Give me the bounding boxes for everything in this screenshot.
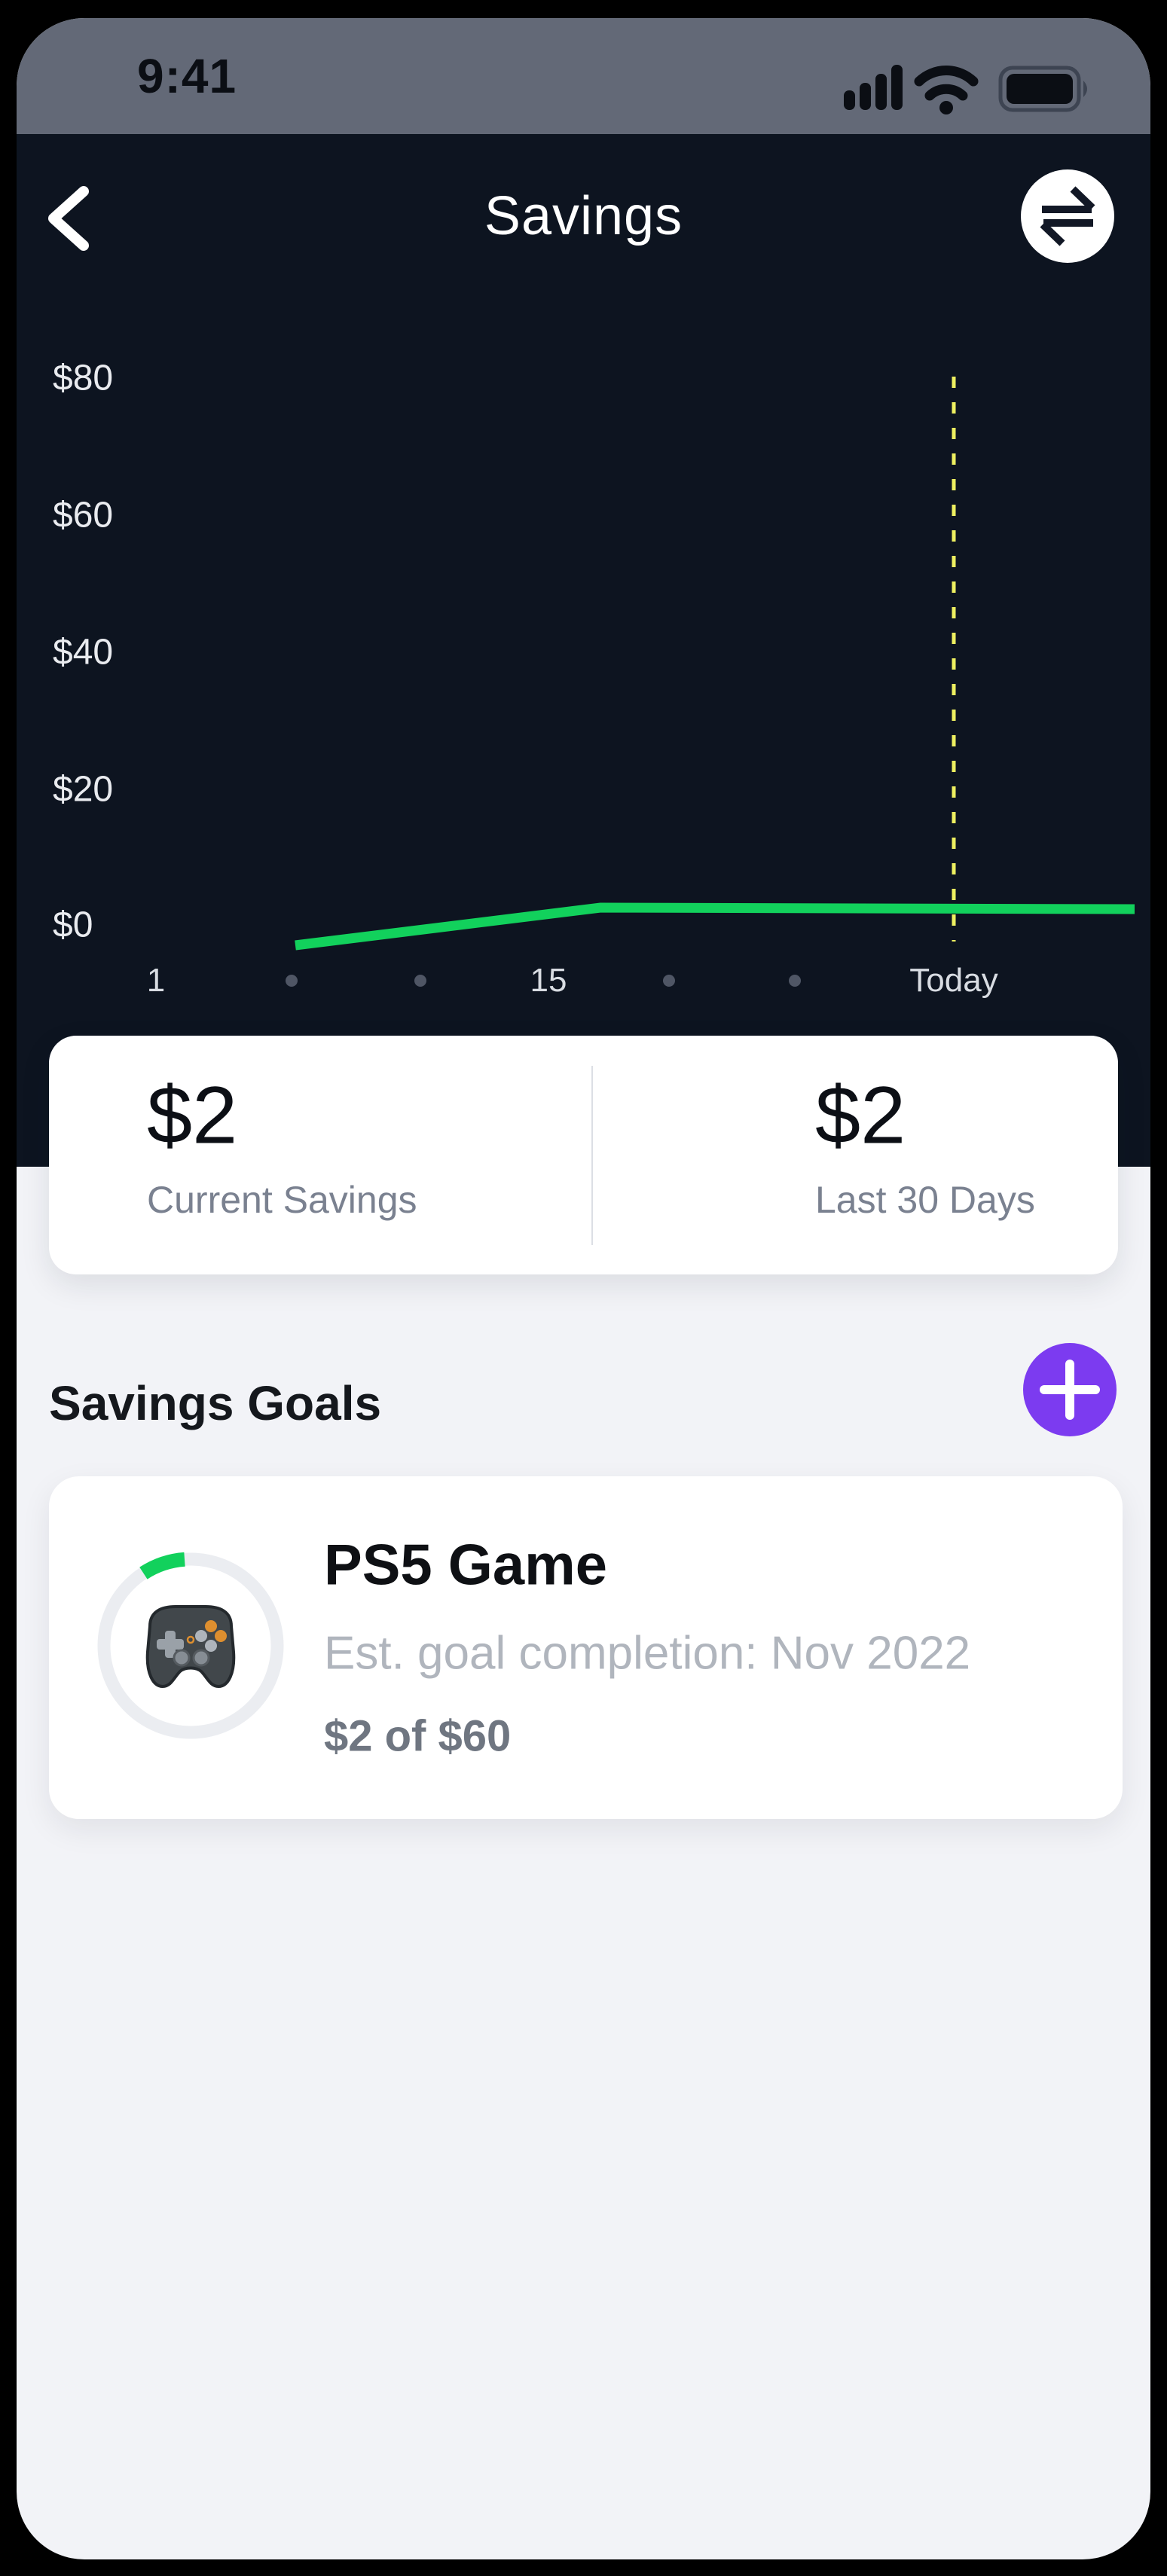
savings-chart-panel [17, 134, 1150, 1167]
savings-summary-card: $2 Current Savings $2 Last 30 Days [49, 1036, 1118, 1274]
last-30-days-label: Last 30 Days [815, 1179, 1035, 1221]
x-tick-15: 15 [530, 962, 567, 999]
goal-completion-estimate: Est. goal completion: Nov 2022 [324, 1627, 971, 1680]
back-button[interactable] [35, 172, 103, 265]
summary-divider [591, 1066, 593, 1245]
chevron-left-icon [48, 186, 89, 251]
status-icons [844, 65, 1087, 114]
page-title: Savings [484, 186, 683, 246]
wifi-dot [939, 101, 953, 114]
status-bar: 9:41 [17, 18, 1150, 134]
gamepad-icon [145, 1605, 236, 1689]
last-30-days-value: $2 [815, 1069, 906, 1161]
goal-card-ps5[interactable]: PS5 Game Est. goal completion: Nov 2022 … [49, 1476, 1123, 1819]
plus-icon [1040, 1360, 1100, 1420]
goal-progress-text: $2 of $60 [324, 1711, 512, 1761]
add-goal-button[interactable] [1023, 1343, 1117, 1436]
battery-icon [998, 66, 1087, 112]
current-savings-label: Current Savings [147, 1179, 417, 1221]
wifi-icon [914, 66, 979, 101]
current-savings-value: $2 [147, 1069, 238, 1161]
status-time: 9:41 [137, 49, 237, 103]
transfer-button[interactable] [1021, 169, 1114, 263]
y-tick-60: $60 [53, 495, 114, 536]
y-tick-20: $20 [53, 769, 114, 810]
x-tick-1: 1 [146, 962, 166, 999]
transfer-arrows-icon [1040, 186, 1095, 246]
goal-progress-ring [97, 1552, 284, 1739]
app-screen: 9:41 [17, 18, 1150, 2559]
y-tick-40: $40 [53, 632, 114, 673]
y-tick-0: $0 [53, 905, 93, 945]
goal-progress-arc [139, 1552, 185, 1579]
savings-goals-heading: Savings Goals [49, 1376, 382, 1430]
cellular-signal-icon [844, 65, 903, 110]
y-tick-80: $80 [53, 358, 114, 398]
goal-title: PS5 Game [324, 1533, 607, 1598]
x-tick-today: Today [909, 962, 998, 999]
